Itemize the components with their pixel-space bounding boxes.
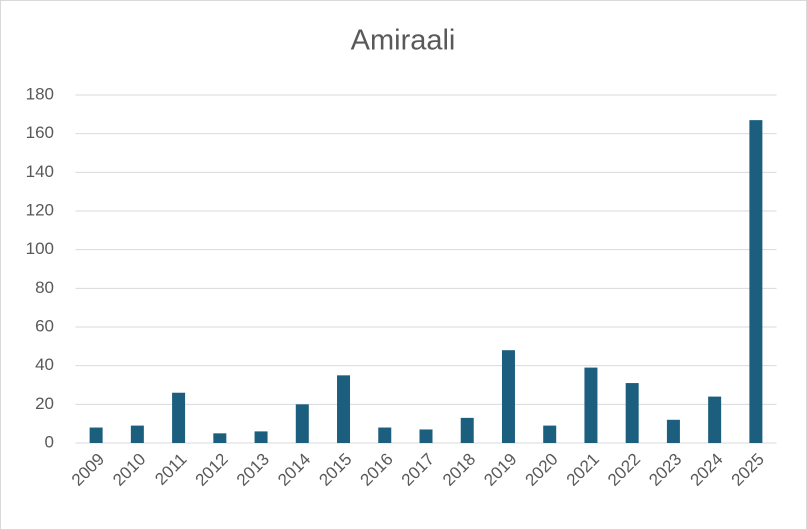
bar xyxy=(130,425,144,443)
bar xyxy=(378,427,392,443)
bar xyxy=(89,427,103,443)
y-tick-label: 160 xyxy=(26,123,54,142)
y-tick-label: 140 xyxy=(26,162,54,181)
bar xyxy=(501,350,515,443)
bar xyxy=(172,392,186,443)
bar xyxy=(749,120,763,443)
y-tick-label: 100 xyxy=(26,239,54,258)
bar xyxy=(708,396,722,443)
bar xyxy=(584,367,598,443)
y-tick-label: 0 xyxy=(45,432,54,451)
bar xyxy=(419,429,433,443)
bar xyxy=(460,417,474,443)
chart-title: Amiraali xyxy=(351,25,456,57)
y-tick-label: 180 xyxy=(26,84,54,103)
y-tick-label: 60 xyxy=(35,316,54,335)
y-tick-label: 120 xyxy=(26,200,54,219)
bar xyxy=(625,383,639,443)
bar xyxy=(254,431,268,443)
bar xyxy=(213,433,227,443)
bar xyxy=(295,404,309,443)
bar xyxy=(543,425,557,443)
y-tick-label: 40 xyxy=(35,355,54,374)
y-tick-label: 20 xyxy=(35,394,54,413)
bar xyxy=(337,375,351,443)
bar xyxy=(666,419,680,443)
y-tick-label: 80 xyxy=(35,278,54,297)
